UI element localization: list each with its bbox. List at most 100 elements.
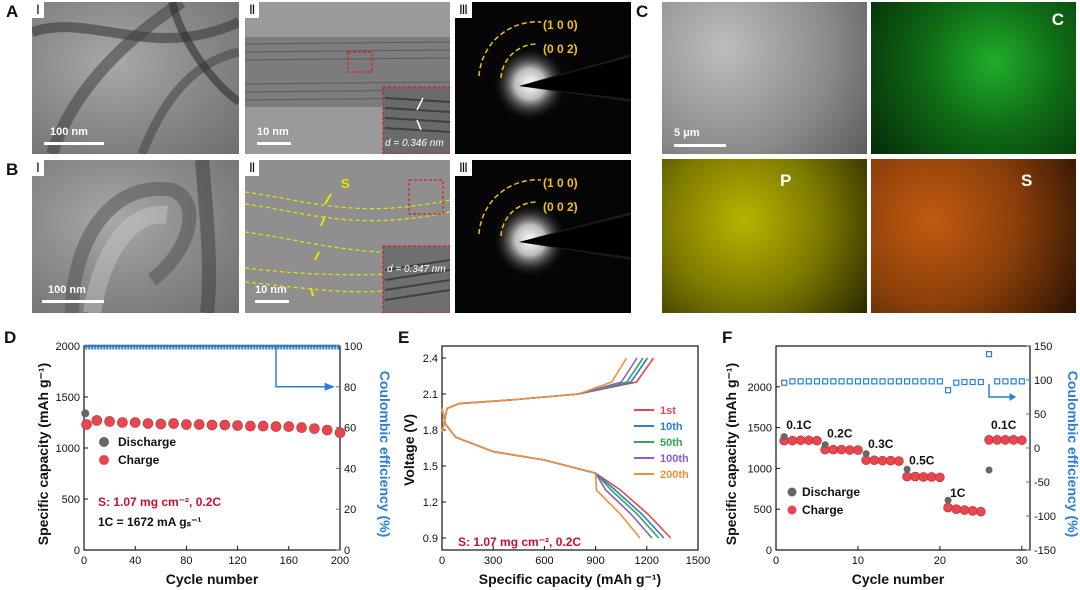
chart-f-ce-point [953, 379, 960, 386]
chart-d-xtick-label: 160 [280, 555, 298, 567]
chart-f-ytick-right-label: 0 [1034, 443, 1040, 455]
chart-f-charge-point [787, 435, 798, 446]
chart-f-rate-label: 0.3C [868, 437, 894, 451]
scale-label-a2: 10 nm [257, 126, 289, 138]
chart-e-charge-10th [441, 357, 649, 433]
chart-f-charge-point [853, 445, 863, 455]
chart-e-legend-label-1st: 1st [660, 405, 676, 417]
chart-f-ytick-left-label: 2000 [748, 382, 772, 394]
chart-f-ce-arrow [988, 384, 1010, 398]
chart-f-charge-point [959, 505, 970, 515]
scale-bar-sem [674, 144, 726, 147]
chart-f-ytick-right-label: -150 [1034, 545, 1056, 557]
chart-f-charge-point [877, 455, 888, 466]
roman-iii-b: Ⅲ [455, 160, 472, 176]
chart-f-charge-point [902, 471, 912, 482]
chart-f-xtick-label: 10 [852, 555, 864, 567]
chart-f-ylabel-right: Coulombic efficiency (%) [1065, 371, 1080, 537]
chart-f-ytick-left-label: 0 [766, 545, 772, 557]
chart-f-charge-point [918, 472, 929, 482]
saed-label-100-a: (1 0 0) [543, 18, 578, 32]
chart-f: Specific capacity (mAh g⁻¹) Coulombic ef… [723, 341, 1080, 587]
chart-f-ytick-right-label: -100 [1034, 511, 1056, 523]
chart-e-xtick-label: 1200 [635, 555, 659, 567]
chart-f-charge-point [935, 472, 945, 483]
chart-f-charge-point [803, 435, 814, 446]
chart-f-legend-charge: Charge [802, 503, 844, 517]
chart-f-charge-point [812, 435, 822, 446]
chart-e-ytick-label: 1.2 [423, 497, 438, 509]
chart-f-charge-point [992, 435, 1003, 445]
chart-d-charge-point [155, 418, 167, 430]
chart-f-discharge-point [821, 441, 829, 449]
chart-e-charge-1st [441, 357, 655, 433]
chart-d-charge-point [283, 421, 295, 432]
tem-image-a2: Ⅱ 10 nm d = 0.346 nm [245, 2, 450, 154]
chart-e-ytick-label: 2.4 [423, 353, 438, 365]
chart-f-ytick-right-label: 150 [1034, 341, 1052, 353]
chart-f-ce-point [822, 378, 829, 385]
chart-f-charge-point [943, 502, 953, 513]
sulfur-label: S [341, 176, 350, 191]
chart-f-ce-point [879, 378, 886, 385]
chart-d-charge-point [91, 415, 103, 426]
chart-d-xtick-label: 0 [81, 555, 87, 567]
chart-f-ce-point [863, 378, 870, 385]
chart-d-legend-discharge: Discharge [118, 435, 176, 449]
chart-d-charge-point [168, 418, 179, 429]
chart-f-charge-point [984, 435, 994, 445]
chart-d-charge-point [129, 417, 141, 428]
chart-f-ce-point [936, 378, 943, 385]
scale-label-b2: 10 nm [255, 284, 287, 296]
chart-d-ytick-right-label: 40 [344, 463, 356, 475]
chart-d-charge-point [81, 419, 92, 430]
d-spacing-b: d = 0.347 nm [387, 264, 446, 275]
chart-d-ytick-left-label: 2000 [56, 341, 80, 353]
panel-letter-e: E [398, 328, 410, 347]
chart-f-ce-point [895, 378, 903, 385]
chart-e-xlabel: Specific capacity (mAh g⁻¹) [479, 571, 661, 587]
scale-bar-a2 [257, 142, 291, 145]
chart-e-legend-label-50th: 50th [660, 437, 683, 449]
saed-label-002-b: (0 0 2) [543, 200, 578, 214]
scale-label-b1: 100 nm [48, 284, 86, 296]
chart-d-xtick-label: 80 [180, 555, 192, 567]
tem-image-b2: Ⅱ S 10 nm d = 0.347 nm [245, 160, 450, 313]
chart-d-charge-point [296, 422, 307, 433]
roman-ii-a: Ⅱ [245, 2, 260, 18]
sem-image: 5 μm [662, 2, 867, 154]
chart-f-ce-point [813, 378, 821, 385]
chart-f-ce-point [789, 378, 796, 385]
chart-f-charge-point [869, 455, 880, 466]
chart-e-legend-label-200th: 200th [660, 469, 689, 481]
chart-f-charge-point [951, 504, 962, 514]
chart-e-xtick-label: 600 [535, 555, 553, 567]
chart-f-xtick-label: 0 [773, 555, 779, 567]
roman-i-a: Ⅰ [32, 2, 44, 18]
chart-d-legend-discharge-marker [99, 437, 109, 447]
chart-f-ce-point [805, 378, 812, 385]
chart-e-charge-50th [441, 357, 644, 433]
chart-d-charge-point [334, 427, 346, 438]
chart-f-ce-point [969, 378, 976, 386]
chart-f-charge-point [910, 471, 921, 482]
chart-d-legend-charge: Charge [118, 453, 160, 467]
chart-f-xtick-label: 20 [934, 555, 946, 567]
chart-f-ce-point [846, 378, 853, 385]
chart-f-ytick-left-label: 500 [754, 504, 772, 516]
chart-e-plot-frame [441, 345, 699, 551]
chart-f-rate-label: 1C [950, 486, 966, 500]
chart-f-ce-point [985, 351, 993, 358]
saed-label-002-a: (0 0 2) [543, 42, 578, 56]
chart-f-ytick-left-label: 1000 [748, 463, 772, 475]
saed-label-100-b: (1 0 0) [543, 176, 578, 190]
chart-f-ce-point [977, 378, 984, 386]
chart-f-ce-point [912, 378, 919, 385]
chart-f-ytick-right-label: 100 [1034, 375, 1052, 387]
eds-label-p: P [780, 171, 792, 190]
chart-f-charge-point [894, 456, 904, 466]
chart-d-ytick-left-label: 500 [62, 494, 80, 506]
chart-f-legend-charge-marker [787, 505, 797, 515]
chart-d-annotation-loading: S: 1.07 mg cm⁻², 0.2C [98, 495, 221, 509]
scale-bar-b2 [255, 300, 289, 303]
